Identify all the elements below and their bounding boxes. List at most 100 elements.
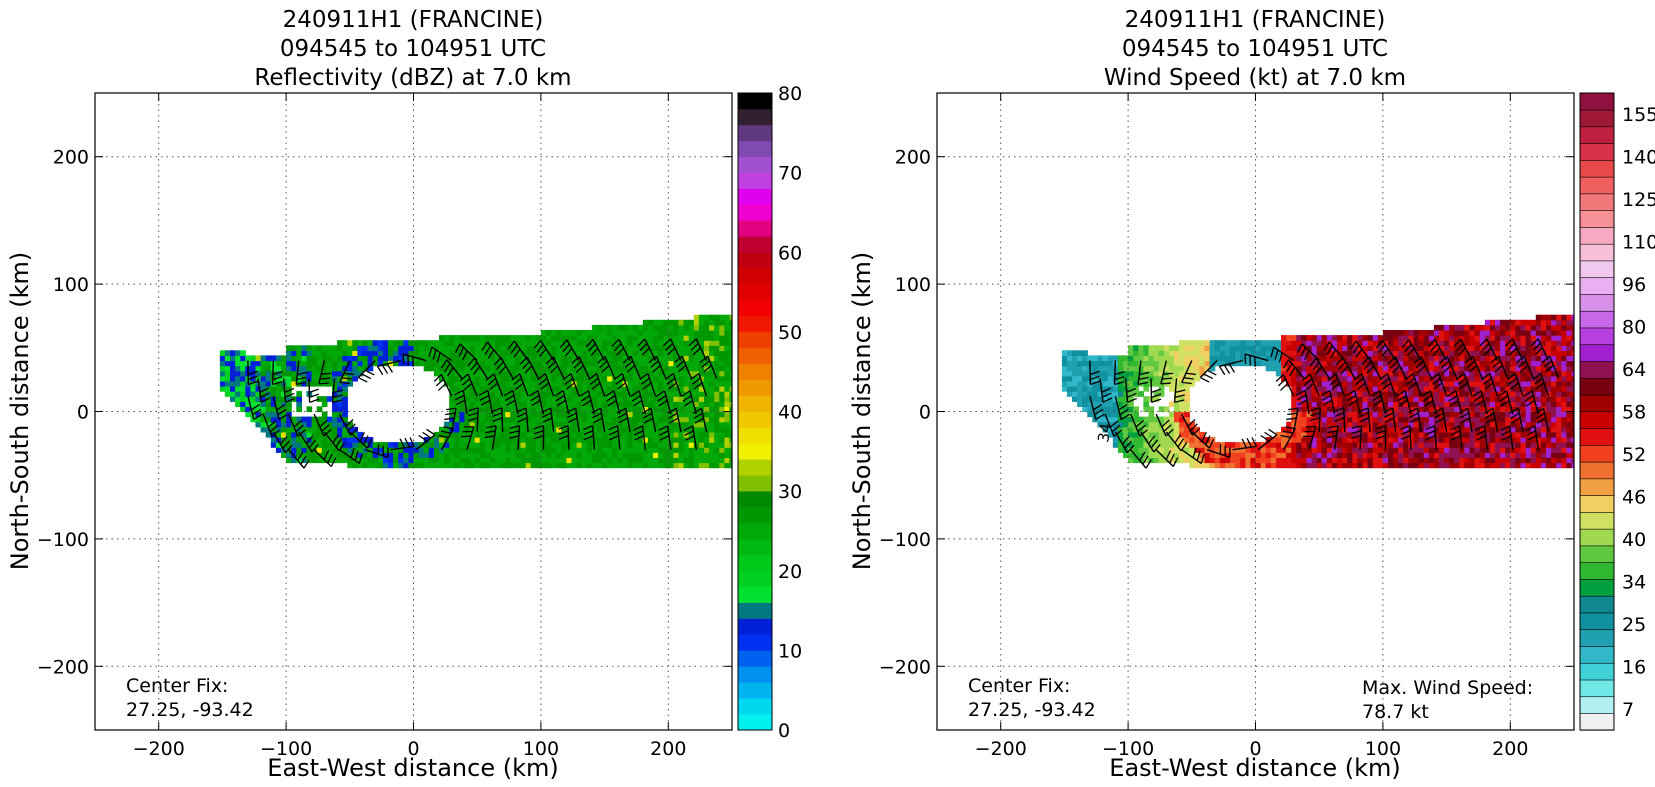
field-cell xyxy=(301,457,308,464)
field-cell xyxy=(464,380,471,387)
field-cell xyxy=(1281,462,1287,469)
field-cell xyxy=(1484,426,1491,433)
wind-barb-feather xyxy=(1118,404,1128,411)
field-cell xyxy=(316,447,323,453)
field-cell xyxy=(566,457,573,464)
wind-barb-feather xyxy=(1177,438,1185,448)
field-cell xyxy=(275,360,282,367)
field-cell xyxy=(311,350,318,356)
field-cell xyxy=(1179,401,1185,407)
field-cell xyxy=(535,437,542,443)
field-cell xyxy=(571,375,578,382)
field-cell xyxy=(1520,391,1527,397)
field-cell xyxy=(607,442,613,448)
field-cell xyxy=(1418,421,1425,428)
field-cell xyxy=(1194,462,1200,469)
wind-barb-feather xyxy=(540,382,550,390)
field-cell xyxy=(515,426,522,433)
field-cell xyxy=(1510,335,1516,341)
field-cell xyxy=(1571,452,1574,458)
field-cell xyxy=(647,345,654,351)
field-cell xyxy=(556,406,562,413)
field-cell xyxy=(1469,452,1476,458)
field-cell xyxy=(382,355,389,362)
field-cell xyxy=(1087,401,1093,407)
field-cell xyxy=(704,314,710,321)
field-cell xyxy=(469,442,476,448)
field-cell xyxy=(571,452,578,458)
field-cell xyxy=(1326,370,1333,377)
field-cell xyxy=(663,396,669,402)
field-cell xyxy=(1245,462,1251,469)
field-cell xyxy=(1194,355,1200,362)
field-cell xyxy=(454,355,460,362)
field-cell xyxy=(530,462,537,469)
field-cell xyxy=(1331,375,1338,382)
wind-barb-staff xyxy=(599,408,606,432)
field-cell xyxy=(1301,360,1308,367)
field-cell xyxy=(668,442,674,448)
field-cell xyxy=(1520,345,1527,351)
field-cell xyxy=(1561,355,1567,362)
field-cell xyxy=(1444,447,1450,453)
field-cell xyxy=(597,391,603,397)
left-title-line-2: 094545 to 104951 UTC xyxy=(280,36,546,62)
field-cell xyxy=(326,421,333,428)
field-cell xyxy=(1235,457,1241,464)
field-cell xyxy=(1479,355,1486,362)
field-cell xyxy=(1168,360,1175,367)
wind-barb-feather xyxy=(1150,439,1158,449)
field-cell xyxy=(1551,340,1557,346)
field-cell xyxy=(1413,345,1420,351)
field-cell xyxy=(270,416,277,423)
field-cell xyxy=(627,365,634,372)
field-cell xyxy=(1530,447,1537,453)
field-cell xyxy=(1367,365,1374,372)
field-cell xyxy=(622,426,629,433)
field-cell xyxy=(1337,462,1343,469)
field-cell xyxy=(1224,340,1231,346)
field-cell xyxy=(1286,370,1292,377)
field-cell xyxy=(525,350,532,356)
field-cell xyxy=(1184,426,1190,433)
field-cell xyxy=(1444,437,1450,443)
field-cell xyxy=(474,386,481,392)
field-cell xyxy=(393,457,399,464)
field-cell xyxy=(724,324,731,331)
wind-barb-staff xyxy=(566,339,580,361)
field-cell xyxy=(520,386,527,392)
field-cell xyxy=(1296,386,1302,392)
wind-barb-feather xyxy=(659,435,670,441)
field-cell xyxy=(342,411,348,418)
field-cell xyxy=(1286,345,1292,351)
field-cell xyxy=(464,350,471,356)
field-cell xyxy=(326,345,333,351)
field-cell xyxy=(709,401,715,407)
field-cell xyxy=(1337,437,1343,443)
field-cell xyxy=(306,406,313,413)
field-cell xyxy=(637,431,644,438)
field-cell xyxy=(367,365,374,372)
field-cell xyxy=(535,355,542,362)
field-cell xyxy=(1454,330,1460,336)
field-cell xyxy=(1204,462,1211,469)
field-cell xyxy=(1444,401,1450,407)
field-cell xyxy=(688,462,695,469)
field-cell xyxy=(1495,426,1501,433)
field-cell xyxy=(1535,437,1542,443)
field-cell xyxy=(454,437,460,443)
field-cell xyxy=(1388,437,1394,443)
field-cell xyxy=(1515,360,1522,367)
field-cell xyxy=(1342,462,1348,469)
field-cell xyxy=(1092,401,1099,407)
field-cell xyxy=(704,324,710,331)
field-cell xyxy=(683,411,690,418)
field-cell xyxy=(688,437,695,443)
field-cell xyxy=(1459,406,1465,413)
field-cell xyxy=(250,375,257,382)
field-cell xyxy=(474,431,481,438)
field-cell xyxy=(464,345,471,351)
field-cell xyxy=(1367,442,1374,448)
field-cell xyxy=(1439,324,1445,331)
wind-barb-staff xyxy=(512,390,519,415)
